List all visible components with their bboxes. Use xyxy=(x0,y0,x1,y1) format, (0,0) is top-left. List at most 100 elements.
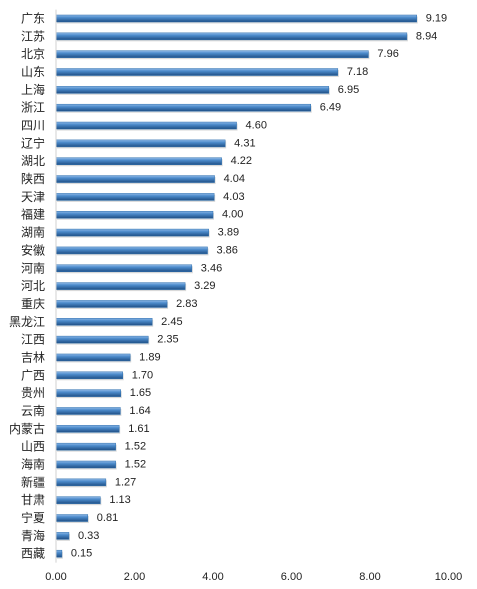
data-label: 3.89 xyxy=(218,227,239,239)
bar xyxy=(55,14,417,23)
data-label: 3.29 xyxy=(194,280,215,292)
data-label: 1.89 xyxy=(139,351,160,363)
bar xyxy=(55,371,123,380)
bar xyxy=(55,478,107,487)
data-label: 1.64 xyxy=(129,405,150,417)
data-label: 3.86 xyxy=(217,244,238,256)
bar xyxy=(55,246,208,255)
bar xyxy=(55,103,311,112)
bar xyxy=(55,50,369,58)
category-label: 湖北 xyxy=(21,153,45,168)
category-label: 上海 xyxy=(21,82,45,97)
data-label: 2.45 xyxy=(161,316,182,328)
category-label: 江苏 xyxy=(21,29,45,43)
x-axis-ticks: 0.00 2.00 4.00 6.00 8.00 10.00 xyxy=(45,571,462,583)
value-labels: 9.19 8.94 7.96 7.18 6.95 6.49 4.60 4.31 4.22 4.04… xyxy=(71,13,447,560)
bar xyxy=(55,68,339,76)
x-tick-label: 2.00 xyxy=(124,571,145,583)
bar xyxy=(55,496,101,504)
category-label: 北京 xyxy=(21,47,45,61)
category-label: 河北 xyxy=(21,279,45,293)
category-label: 宁夏 xyxy=(21,510,45,525)
bar xyxy=(55,318,153,326)
category-label: 广西 xyxy=(21,368,45,382)
category-label: 山东 xyxy=(21,65,45,79)
bar xyxy=(55,228,209,237)
bar xyxy=(55,514,89,522)
data-label: 8.94 xyxy=(416,30,437,42)
bar xyxy=(55,460,116,469)
bar xyxy=(55,442,116,451)
bar xyxy=(55,425,120,433)
data-label: 1.52 xyxy=(125,441,146,453)
category-label: 陕西 xyxy=(21,171,45,186)
data-label: 4.03 xyxy=(223,191,244,203)
data-label: 1.27 xyxy=(115,476,136,488)
bar xyxy=(55,157,222,165)
data-label: 1.61 xyxy=(128,423,149,435)
category-label: 西藏 xyxy=(21,547,45,561)
x-tick-label: 8.00 xyxy=(359,571,380,583)
data-label: 6.49 xyxy=(320,102,341,114)
bar xyxy=(55,86,330,94)
data-label: 4.22 xyxy=(231,155,252,167)
bar xyxy=(55,389,122,397)
data-label: 2.83 xyxy=(176,298,197,310)
x-tick-label: 6.00 xyxy=(281,571,302,583)
data-label: 1.13 xyxy=(109,494,130,506)
x-tick-label: 10.00 xyxy=(435,571,463,583)
category-label: 甘肃 xyxy=(21,493,45,507)
data-label: 0.15 xyxy=(71,548,92,560)
data-label: 3.46 xyxy=(201,262,222,274)
bar xyxy=(55,210,214,219)
bars-group xyxy=(55,14,418,559)
data-label: 0.33 xyxy=(78,530,99,542)
category-label: 湖南 xyxy=(21,225,45,240)
category-label: 新疆 xyxy=(21,474,45,489)
category-label: 江西 xyxy=(21,333,45,347)
data-label: 0.81 xyxy=(97,512,118,524)
category-label: 四川 xyxy=(21,119,45,133)
bar xyxy=(55,353,131,362)
bar xyxy=(55,335,149,344)
category-label: 海南 xyxy=(21,457,45,472)
category-label: 福建 xyxy=(21,207,45,222)
category-labels: 广东江苏北京山东上海浙江四川辽宁湖北陕西天津福建湖南安徽河南河北重庆黑龙江江西吉… xyxy=(9,12,45,561)
bar xyxy=(55,532,70,540)
data-label: 1.70 xyxy=(132,369,153,381)
data-label: 4.00 xyxy=(222,209,243,221)
data-label: 7.18 xyxy=(347,66,368,78)
data-label: 2.35 xyxy=(157,334,178,346)
data-label: 9.19 xyxy=(426,13,447,25)
bar xyxy=(55,282,186,290)
bar xyxy=(55,32,408,41)
bar xyxy=(55,264,193,273)
data-label: 4.04 xyxy=(224,173,245,185)
bar xyxy=(55,300,168,308)
category-label: 云南 xyxy=(21,403,45,418)
bar xyxy=(55,193,215,201)
data-label: 4.60 xyxy=(246,120,267,132)
category-label: 浙江 xyxy=(21,101,45,115)
bar xyxy=(55,407,121,415)
data-label: 6.95 xyxy=(338,84,359,96)
data-label: 1.52 xyxy=(125,459,146,471)
category-label: 贵州 xyxy=(21,386,45,400)
bar xyxy=(55,121,237,130)
category-label: 天津 xyxy=(21,190,45,204)
bar xyxy=(55,139,226,148)
category-label: 重庆 xyxy=(21,297,45,311)
category-label: 黑龙江 xyxy=(9,315,45,329)
category-label: 吉林 xyxy=(21,350,45,364)
data-label: 7.96 xyxy=(377,48,398,60)
category-label: 广东 xyxy=(21,12,45,26)
bar xyxy=(55,175,215,183)
category-label: 河南 xyxy=(21,260,45,275)
category-label: 内蒙古 xyxy=(9,421,45,436)
category-label: 青海 xyxy=(21,528,45,543)
category-label: 辽宁 xyxy=(21,135,45,150)
category-label: 山西 xyxy=(21,440,45,454)
x-tick-label: 4.00 xyxy=(202,571,223,583)
data-label: 4.31 xyxy=(234,137,255,149)
